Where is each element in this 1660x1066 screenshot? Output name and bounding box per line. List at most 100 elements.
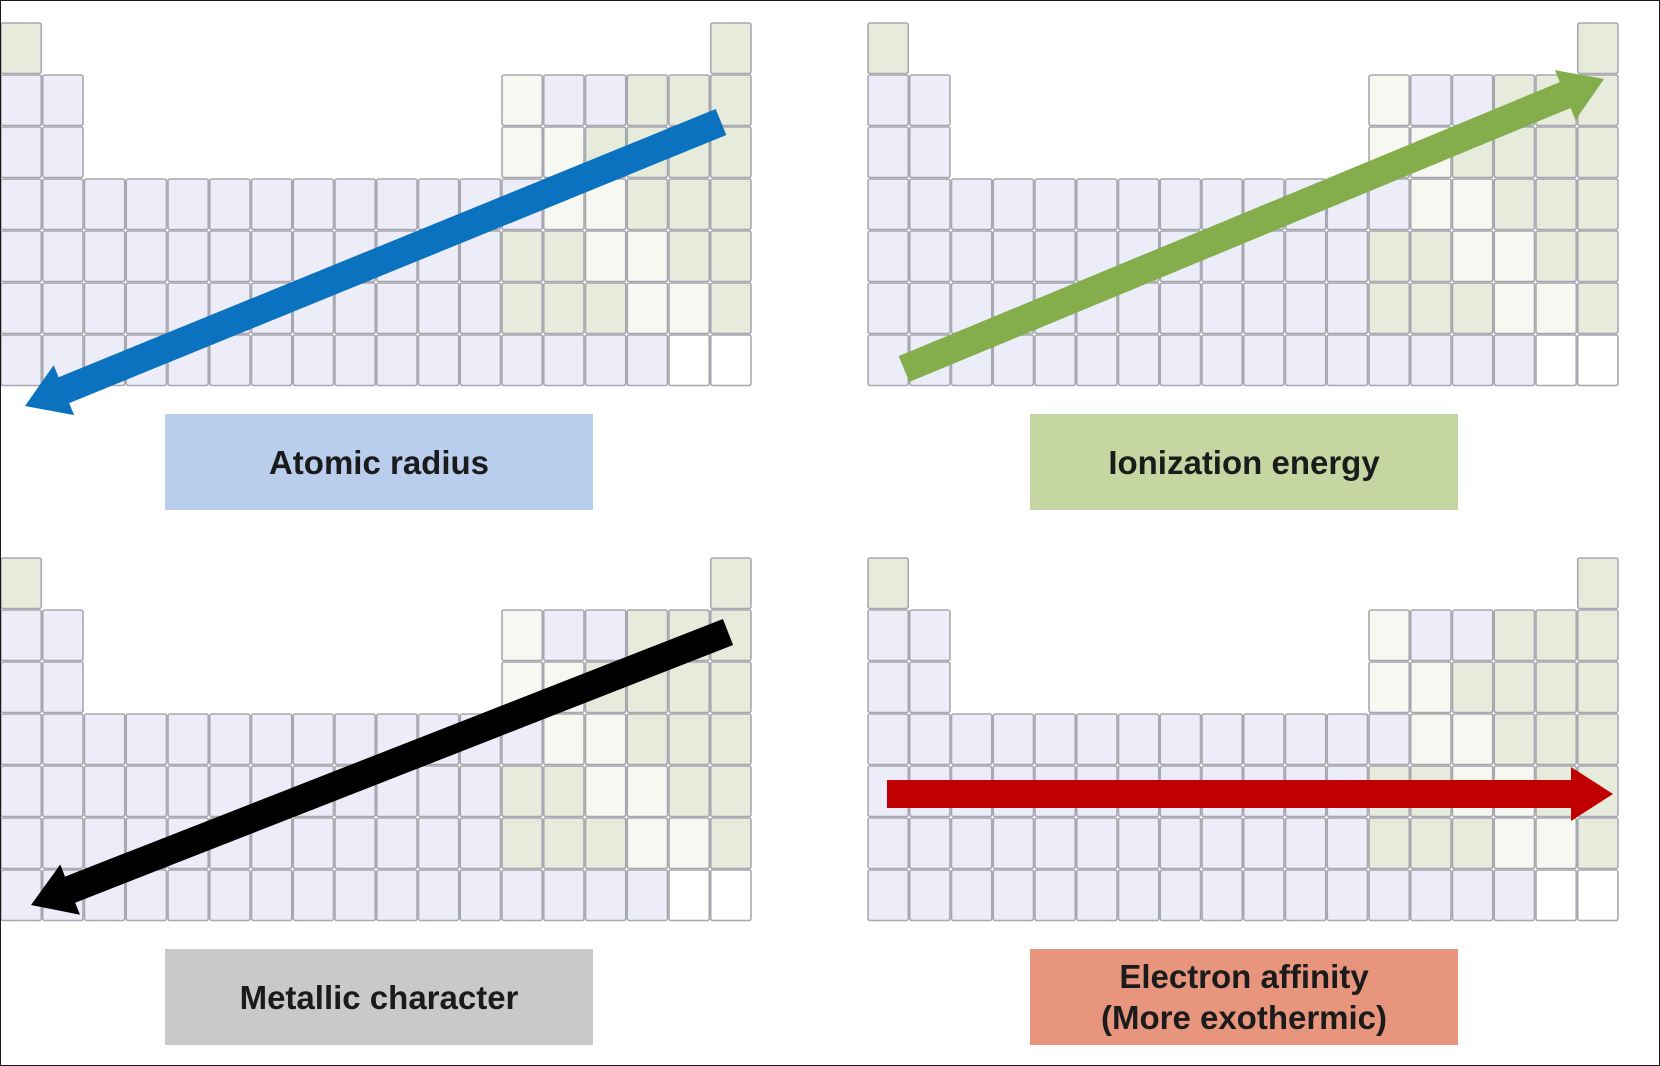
- element-cell: [709, 869, 752, 922]
- element-cell: [1201, 817, 1244, 870]
- electron-affinity-label-text: Electron affinity (More exothermic): [1100, 958, 1388, 1036]
- element-cell: [1368, 74, 1411, 127]
- element-cell: [1409, 178, 1452, 231]
- element-cell: [1409, 817, 1452, 870]
- element-cell: [1451, 713, 1494, 766]
- element-cell: [501, 609, 544, 662]
- element-cell: [709, 817, 752, 870]
- element-cell: [1159, 334, 1202, 387]
- element-cell: [1, 126, 43, 179]
- element-cell: [584, 817, 627, 870]
- element-cell: [709, 334, 752, 387]
- element-cell: [1075, 713, 1118, 766]
- element-cell: [867, 22, 910, 75]
- element-cell: [501, 869, 544, 922]
- element-cell: [83, 178, 126, 231]
- element-cell: [908, 230, 951, 283]
- element-cell: [1535, 817, 1578, 870]
- cell-grid: [1, 22, 752, 387]
- element-cell: [542, 282, 585, 335]
- element-cell: [334, 713, 377, 766]
- element-cell: [626, 74, 669, 127]
- element-cell: [250, 178, 293, 231]
- element-cell: [41, 661, 84, 714]
- element-cell: [867, 126, 910, 179]
- element-cell: [41, 126, 84, 179]
- element-cell: [292, 334, 335, 387]
- element-cell: [125, 765, 168, 818]
- element-cell: [1, 178, 43, 231]
- element-cell: [125, 713, 168, 766]
- element-cell: [1034, 817, 1077, 870]
- element-cell: [1576, 557, 1619, 610]
- element-cell: [542, 817, 585, 870]
- element-cell: [867, 282, 910, 335]
- ionization-energy-periodic-table: [867, 22, 1619, 387]
- electron-affinity-periodic-table: [867, 557, 1619, 922]
- element-cell: [542, 74, 585, 127]
- element-cell: [1159, 178, 1202, 231]
- element-cell: [709, 765, 752, 818]
- element-cell: [250, 334, 293, 387]
- element-cell: [501, 126, 544, 179]
- element-cell: [1493, 282, 1536, 335]
- element-cell: [1576, 609, 1619, 662]
- element-cell: [1201, 334, 1244, 387]
- element-cell: [1576, 869, 1619, 922]
- element-cell: [375, 817, 418, 870]
- element-cell: [867, 661, 910, 714]
- element-cell: [1535, 126, 1578, 179]
- element-cell: [1409, 713, 1452, 766]
- element-cell: [584, 609, 627, 662]
- element-cell: [1409, 661, 1452, 714]
- element-cell: [250, 230, 293, 283]
- element-cell: [867, 713, 910, 766]
- element-cell: [334, 869, 377, 922]
- element-cell: [950, 230, 993, 283]
- element-cell: [1284, 334, 1327, 387]
- element-cell: [1368, 661, 1411, 714]
- element-cell: [292, 817, 335, 870]
- element-cell: [1117, 869, 1160, 922]
- element-cell: [1242, 817, 1285, 870]
- element-cell: [292, 713, 335, 766]
- element-cell: [417, 765, 460, 818]
- element-cell: [83, 765, 126, 818]
- element-cell: [1117, 334, 1160, 387]
- element-cell: [1, 557, 43, 610]
- element-cell: [1159, 869, 1202, 922]
- element-cell: [1576, 661, 1619, 714]
- metallic-character-trend-arrow: [31, 619, 734, 915]
- element-cell: [668, 661, 711, 714]
- element-cell: [1409, 609, 1452, 662]
- element-cell: [709, 126, 752, 179]
- element-cell: [1576, 817, 1619, 870]
- element-cell: [668, 869, 711, 922]
- element-cell: [950, 817, 993, 870]
- element-cell: [1117, 713, 1160, 766]
- element-cell: [1409, 869, 1452, 922]
- element-cell: [459, 765, 502, 818]
- element-cell: [167, 713, 210, 766]
- element-cell: [41, 178, 84, 231]
- element-cell: [950, 178, 993, 231]
- element-cell: [626, 178, 669, 231]
- element-cell: [1, 817, 43, 870]
- element-cell: [501, 74, 544, 127]
- element-cell: [501, 282, 544, 335]
- element-cell: [709, 282, 752, 335]
- metallic-character-periodic-table: [1, 557, 752, 922]
- element-cell: [626, 817, 669, 870]
- element-cell: [908, 817, 951, 870]
- cell-grid: [867, 22, 1619, 387]
- element-cell: [1451, 230, 1494, 283]
- element-cell: [1, 334, 43, 387]
- element-cell: [1493, 178, 1536, 231]
- element-cell: [584, 282, 627, 335]
- element-cell: [1284, 869, 1327, 922]
- element-cell: [1368, 609, 1411, 662]
- element-cell: [250, 869, 293, 922]
- element-cell: [1535, 178, 1578, 231]
- element-cell: [1, 869, 43, 922]
- element-cell: [992, 869, 1035, 922]
